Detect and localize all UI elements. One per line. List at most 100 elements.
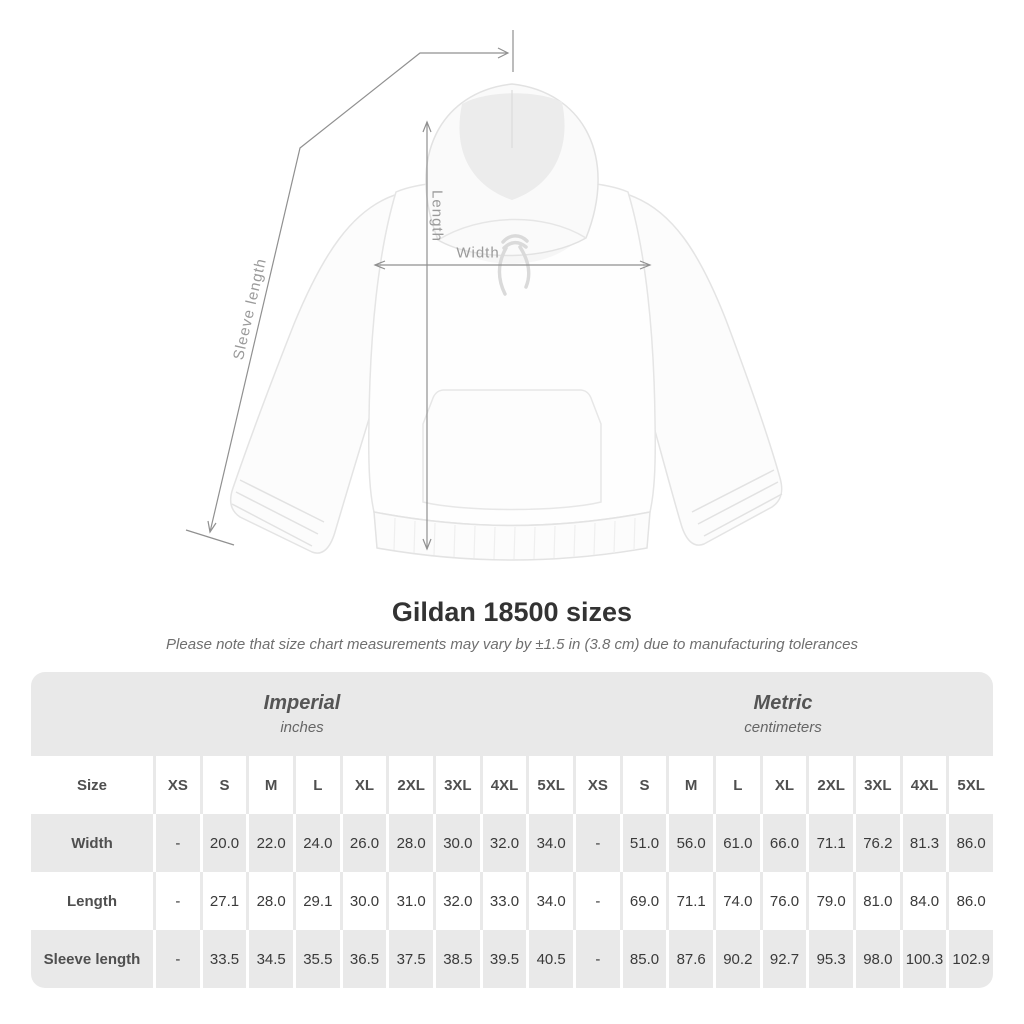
- value-cell: 33.0: [479, 872, 527, 930]
- collar-edge: [437, 218, 587, 241]
- value-cell: 34.5: [246, 930, 293, 988]
- length-arrowhead-top: [422, 120, 432, 133]
- value-cell: 90.2: [713, 930, 760, 988]
- imperial-section-header: Imperial inches: [31, 672, 573, 756]
- table-row-length: Length - 27.1 28.0 29.1 30.0 31.0 32.0 3…: [31, 872, 993, 930]
- size-col-header-imperial-xs: XS: [153, 756, 200, 814]
- size-col-header-metric-l: L: [713, 756, 760, 814]
- length-measure-label: Length: [428, 190, 446, 242]
- hem-ribs: [393, 517, 636, 560]
- right-sleeve: [623, 192, 783, 546]
- hoodie-diagram: [185, 30, 783, 561]
- value-cell: 76.2: [853, 814, 900, 872]
- value-cell: 81.0: [853, 872, 900, 930]
- value-cell: 34.0: [526, 872, 573, 930]
- value-cell: 84.0: [899, 872, 947, 930]
- value-cell: 61.0: [713, 814, 760, 872]
- page-title: Gildan 18500 sizes: [391, 597, 633, 627]
- left-sleeve: [229, 192, 401, 554]
- left-cuff-ribs: [231, 479, 325, 547]
- measurement-lines: [185, 30, 652, 551]
- length-arrowhead-bottom: [422, 538, 432, 551]
- value-cell: 24.0: [293, 814, 340, 872]
- hem-band: [373, 511, 651, 561]
- length-line: [422, 120, 432, 551]
- value-cell: 39.5: [479, 930, 527, 988]
- size-col-header-imperial-m: M: [246, 756, 293, 814]
- value-cell: -: [153, 872, 200, 930]
- value-cell: 36.5: [339, 930, 387, 988]
- imperial-section-unit: inches: [280, 719, 324, 736]
- value-cell: 22.0: [246, 814, 293, 872]
- value-cell: 95.3: [806, 930, 853, 988]
- size-corner-header: Size: [76, 776, 107, 794]
- value-cell: 98.0: [853, 930, 900, 988]
- table-header-row: Size XS S M L XL 2XL 3XL 4XL 5XL XS S M …: [31, 756, 993, 814]
- size-col-header-imperial-xl: XL: [339, 756, 387, 814]
- size-col-header-metric-m: M: [666, 756, 713, 814]
- metric-section-unit: centimeters: [744, 719, 822, 736]
- sleeve-length-path: [209, 52, 508, 533]
- value-cell: 69.0: [619, 872, 667, 930]
- size-chart-table: Imperial inches Metric centimeters Size …: [31, 672, 993, 988]
- size-col-header-metric-5xl: 5XL: [946, 756, 993, 814]
- value-cell: 32.0: [479, 814, 527, 872]
- value-cell: 34.0: [526, 814, 573, 872]
- value-cell: 30.0: [339, 872, 387, 930]
- kangaroo-pocket: [422, 389, 602, 511]
- size-col-header-metric-4xl: 4XL: [899, 756, 947, 814]
- value-cell: 38.5: [433, 930, 480, 988]
- sleeve-arrowhead-top: [497, 47, 510, 59]
- value-cell: 35.5: [293, 930, 340, 988]
- size-col-header-metric-2xl: 2XL: [806, 756, 853, 814]
- sleeve-length-line: [185, 30, 514, 546]
- sleeve-end-tick-bottom: [185, 529, 235, 546]
- value-cell: 86.0: [946, 814, 993, 872]
- value-cell: 37.5: [386, 930, 433, 988]
- value-cell: 76.0: [759, 872, 807, 930]
- value-cell: 81.3: [899, 814, 947, 872]
- value-cell: -: [153, 814, 200, 872]
- value-cell: 28.0: [386, 814, 433, 872]
- value-cell: 100.3: [899, 930, 947, 988]
- value-cell: 66.0: [759, 814, 807, 872]
- table-row-width: Width - 20.0 22.0 24.0 26.0 28.0 30.0 32…: [31, 814, 993, 872]
- size-col-header-metric-s: S: [619, 756, 667, 814]
- right-cuff-ribs: [691, 469, 783, 537]
- value-cell: 71.1: [806, 814, 853, 872]
- tolerance-note: Please note that size chart measurements…: [166, 636, 858, 653]
- row-label: Length: [67, 892, 117, 910]
- metric-section-label: Metric: [753, 692, 813, 714]
- value-cell: 33.5: [199, 930, 247, 988]
- value-cell: -: [573, 814, 620, 872]
- chest-shadow: [440, 232, 584, 264]
- value-cell: 40.5: [526, 930, 573, 988]
- size-col-header-metric-xl: XL: [759, 756, 807, 814]
- value-cell: -: [153, 930, 200, 988]
- value-cell: 87.6: [666, 930, 713, 988]
- value-cell: 26.0: [339, 814, 387, 872]
- size-col-header-imperial-s: S: [199, 756, 247, 814]
- hoodie-illustration: [229, 83, 783, 561]
- drawstrings: [497, 234, 531, 296]
- size-col-header-imperial-4xl: 4XL: [479, 756, 527, 814]
- width-arrowhead-right: [639, 260, 652, 270]
- table-row-sleeve-length: Sleeve length - 33.5 34.5 35.5 36.5 37.5…: [31, 930, 993, 988]
- value-cell: 20.0: [199, 814, 247, 872]
- value-cell: 56.0: [666, 814, 713, 872]
- value-cell: 102.9: [946, 930, 993, 988]
- units-band-row: Imperial inches Metric centimeters: [31, 672, 993, 756]
- row-label: Sleeve length: [43, 950, 141, 968]
- value-cell: 86.0: [946, 872, 993, 930]
- width-line: [373, 260, 652, 270]
- size-col-header-imperial-3xl: 3XL: [433, 756, 480, 814]
- width-measure-label: Width: [456, 244, 500, 262]
- value-cell: 79.0: [806, 872, 853, 930]
- value-cell: -: [573, 930, 620, 988]
- row-label: Width: [71, 834, 113, 852]
- value-cell: 30.0: [433, 814, 480, 872]
- imperial-section-label: Imperial: [263, 692, 341, 714]
- value-cell: -: [573, 872, 620, 930]
- value-cell: 85.0: [619, 930, 667, 988]
